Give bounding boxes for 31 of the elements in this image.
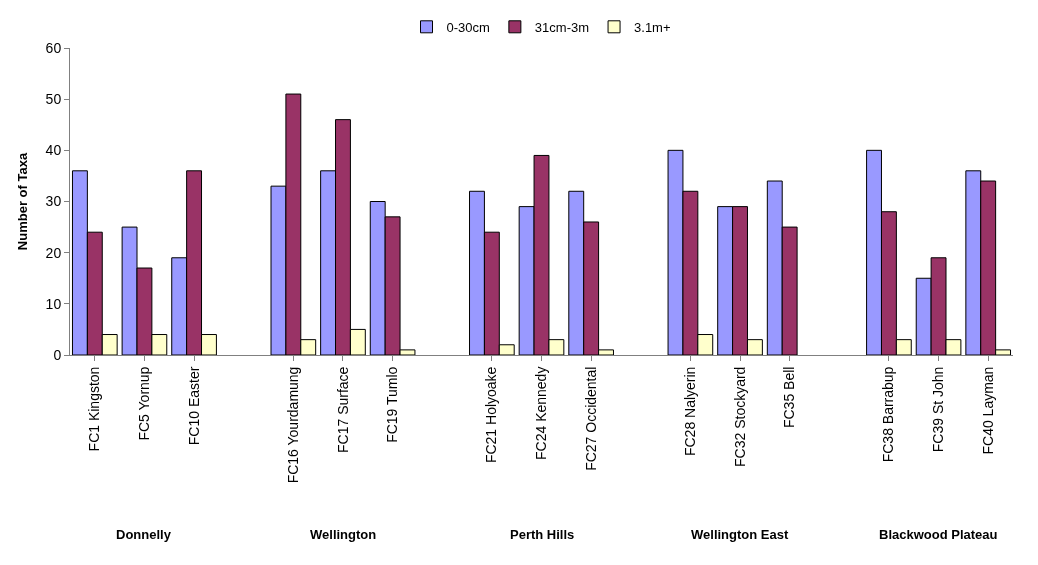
x-tick-label: FC24 Kennedy bbox=[533, 366, 550, 461]
x-tick-label: FC10 Easter bbox=[185, 366, 202, 446]
x-tick-label: FC35 Bell bbox=[781, 366, 798, 429]
legend-label: 3.1m+ bbox=[634, 19, 671, 35]
y-tick-label: 60 bbox=[45, 39, 62, 56]
y-tick-label: 30 bbox=[45, 193, 62, 210]
legend-label: 0-30cm bbox=[446, 19, 490, 35]
x-tick-label: FC21 Holyoake bbox=[483, 366, 500, 464]
y-tick-label: 0 bbox=[53, 346, 62, 363]
text: Perth Hills bbox=[510, 527, 575, 542]
x-tick-label: FC28 Nalyerin bbox=[681, 366, 698, 457]
x-tick-label: FC1 Kingston bbox=[86, 366, 103, 452]
legend-label: 31cm-3m bbox=[534, 19, 590, 35]
x-tick-label: FC40 Layman bbox=[979, 366, 996, 455]
text: Wellington bbox=[310, 527, 377, 542]
x-tick-label: FC19 Tumlo bbox=[384, 366, 401, 443]
x-tick-label: FC38 Barrabup bbox=[880, 366, 897, 463]
x-tick-label: FC5 Yornup bbox=[136, 366, 152, 441]
y-tick-label: 40 bbox=[45, 142, 62, 159]
x-tick-label: FC39 St John bbox=[930, 366, 947, 453]
y-tick-label: 50 bbox=[45, 91, 62, 108]
y-axis-title: Number of Taxa bbox=[14, 152, 30, 251]
text: Wellington East bbox=[691, 527, 789, 542]
y-tick-label: 20 bbox=[45, 244, 62, 261]
text: Blackwood Plateau bbox=[879, 527, 998, 542]
x-tick-label: FC17 Surface bbox=[334, 366, 351, 453]
y-tick-label: 10 bbox=[45, 295, 62, 312]
x-tick-label: FC32 Stockyard bbox=[731, 366, 748, 467]
x-tick-label: FC16 Yourdamung bbox=[284, 366, 301, 484]
text: Donnelly bbox=[116, 527, 172, 542]
x-tick-label: FC27 Occidental bbox=[582, 366, 599, 471]
